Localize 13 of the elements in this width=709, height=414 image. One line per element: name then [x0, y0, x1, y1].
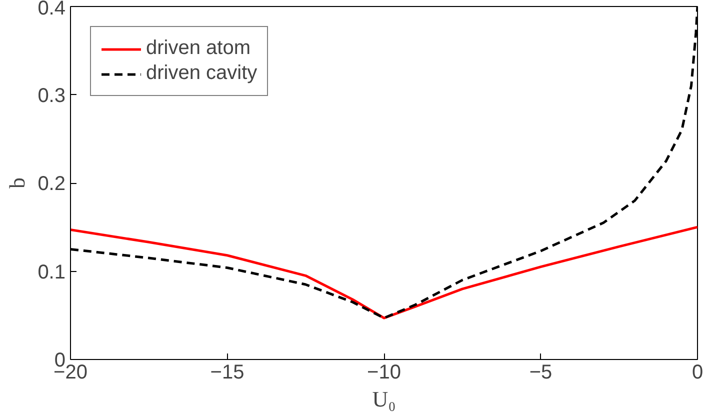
line-series: [70, 226, 698, 320]
y-tick-label: 0.3: [38, 84, 66, 107]
y-tick-label: 0.4: [38, 0, 66, 20]
y-axis-title: b: [4, 178, 30, 188]
legend-label: driven atom: [146, 37, 250, 60]
y-tick-label: 0.1: [38, 261, 66, 284]
y-tick-label: 0.2: [38, 173, 66, 195]
x-tick-label: −15: [210, 362, 244, 384]
x-tick-label: −5: [529, 362, 552, 384]
x-axis-title: U₀: [372, 386, 396, 412]
x-tick-label: 0: [692, 362, 704, 384]
x-tick-label: −10: [367, 362, 401, 384]
legend-label: driven cavity: [146, 62, 258, 85]
